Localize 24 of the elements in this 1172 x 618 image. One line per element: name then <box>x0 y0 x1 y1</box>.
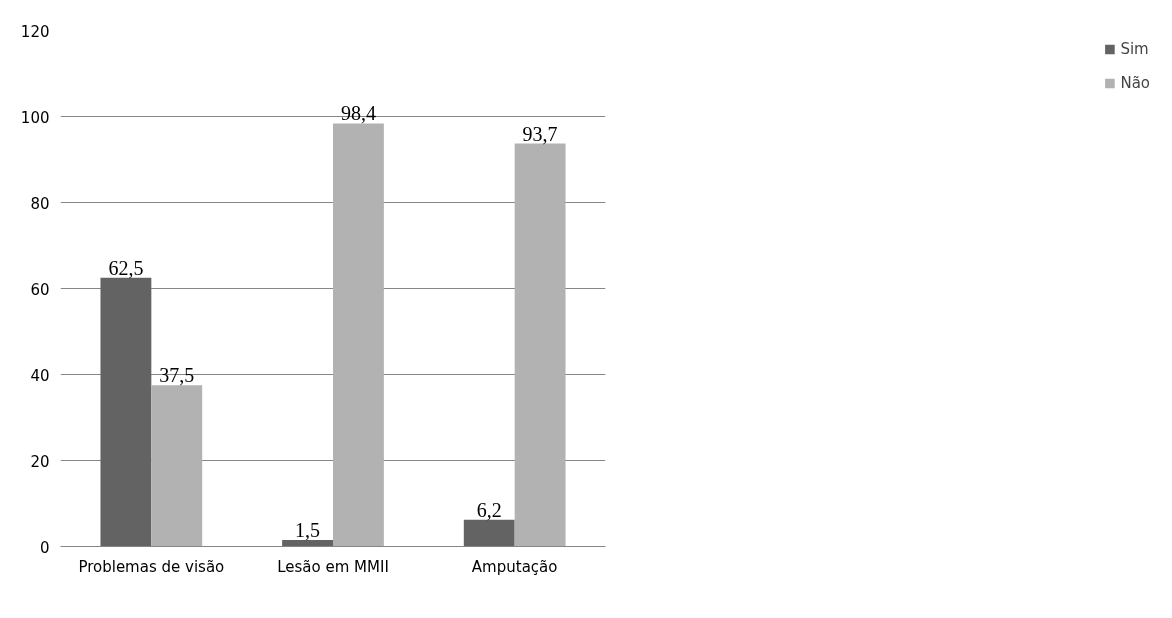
bar <box>282 540 333 547</box>
y-tick-label: 60 <box>30 280 50 299</box>
data-label: 1,5 <box>295 519 321 542</box>
data-label: 98,4 <box>340 102 376 125</box>
bar <box>514 143 566 547</box>
bar <box>333 123 384 547</box>
data-label: 62,5 <box>108 256 144 279</box>
legend-label: Sim <box>1120 40 1149 58</box>
y-tick-label: 100 <box>20 108 50 127</box>
y-tick-label: 80 <box>30 194 50 213</box>
y-tick-label: 40 <box>30 366 50 385</box>
x-tick-label: Lesão em MMII <box>277 557 389 576</box>
x-tick-label: Problemas de visão <box>78 557 225 576</box>
data-label: 37,5 <box>159 364 195 387</box>
data-label: 93,7 <box>522 122 558 145</box>
legend-label: Não <box>1120 74 1150 92</box>
bar <box>151 385 203 547</box>
y-tick-label: 0 <box>39 538 50 557</box>
bar <box>100 277 152 547</box>
x-tick-label: Amputação <box>471 557 558 576</box>
data-label: 6,2 <box>476 498 502 521</box>
y-tick-label: 120 <box>20 22 50 41</box>
y-tick-label: 20 <box>30 452 50 471</box>
bar <box>463 519 515 547</box>
